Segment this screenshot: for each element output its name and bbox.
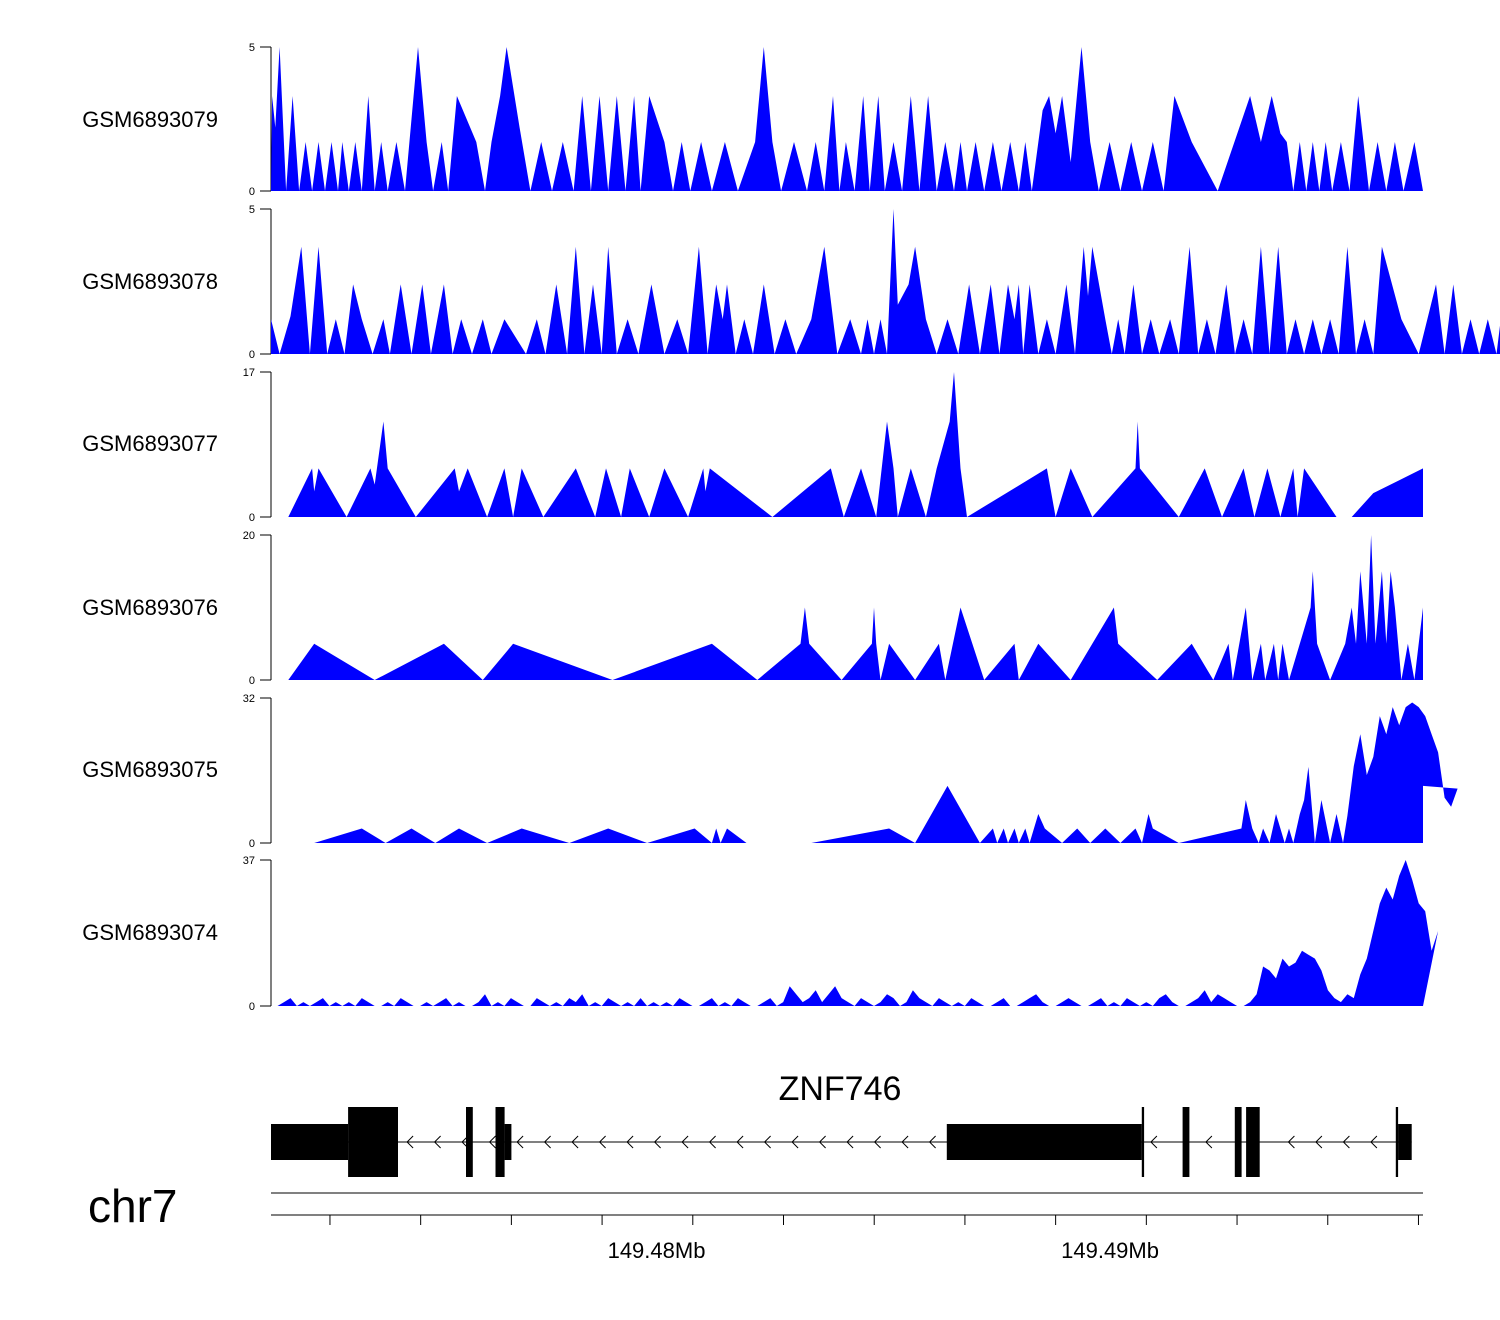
strand-arrow [708,1135,716,1149]
strand-arrow [763,1135,771,1149]
y-tick-label: 0 [249,675,255,687]
strand-arrow [516,1135,524,1149]
coverage-area [288,372,1423,517]
y-tick-label: 17 [243,367,255,379]
coverage-area [271,209,1500,354]
y-tick-label: 0 [249,186,255,198]
track-label: GSM6893077 [82,431,218,456]
track-GSM6893075: GSM6893075 32 0 [82,693,1458,850]
track-GSM6893074: GSM6893074 37 0 [82,855,1439,1013]
exon-cds [1234,1107,1242,1177]
exon-utr [504,1124,512,1160]
strand-arrow [1150,1135,1158,1149]
strand-arrow [818,1135,826,1149]
gene-model-ZNF746: ZNF746 [271,1070,1412,1177]
strand-arrow [1342,1135,1350,1149]
exon-cds [466,1107,473,1177]
track-GSM6893076: GSM6893076 20 0 [82,530,1423,687]
strand-arrow [928,1135,936,1149]
track-GSM6893079: GSM6893079 5 0 [82,42,1423,198]
strand-arrow [406,1135,414,1149]
gene-name-label: ZNF746 [779,1070,902,1108]
track-label: GSM6893075 [82,757,218,782]
track-label: GSM6893074 [82,920,218,945]
track-label: GSM6893078 [82,269,218,294]
x-tick-label: 149.48Mb [608,1238,706,1263]
exon-cds [495,1107,505,1177]
exon-utr [271,1124,349,1160]
coverage-area [288,535,1423,680]
exon-cds [1395,1107,1399,1177]
chromosome-label: chr7 [88,1180,177,1232]
exon-cds [348,1107,398,1177]
exon-cds [1141,1107,1145,1177]
x-tick-label: 149.49Mb [1061,1238,1159,1263]
exon-utr [946,1124,1142,1160]
exon-cds [1246,1107,1260,1177]
strand-arrow [736,1135,744,1149]
y-tick-label: 0 [249,349,255,361]
strand-arrow [791,1135,799,1149]
coverage-area [277,860,1439,1006]
y-tick-label: 0 [249,838,255,850]
track-label: GSM6893076 [82,595,218,620]
strand-arrow [433,1135,441,1149]
strand-arrow [901,1135,909,1149]
track-GSM6893077: GSM6893077 17 0 [82,367,1423,524]
y-tick-label: 5 [249,204,255,216]
strand-arrow [681,1135,689,1149]
coverage-area [271,47,1423,191]
y-tick-label: 32 [243,693,255,705]
track-label: GSM6893079 [82,107,218,132]
strand-arrow [488,1135,496,1149]
coverage-area [314,702,1458,843]
strand-arrow [598,1135,606,1149]
strand-arrow [543,1135,551,1149]
y-tick-label: 0 [249,1001,255,1013]
strand-arrow [626,1135,634,1149]
y-tick-label: 5 [249,42,255,54]
genome-axis: chr7 149.48Mb 149.49Mb [88,1180,1423,1263]
y-tick-label: 37 [243,855,255,867]
strand-arrow [873,1135,881,1149]
coverage-tracks: GSM689307950GSM689307850GSM6893077170GSM… [82,42,1500,1013]
y-tick-label: 0 [249,512,255,524]
strand-arrow [1287,1135,1295,1149]
exon-cds [1182,1107,1190,1177]
strand-arrow [653,1135,661,1149]
exon-utr [1398,1124,1412,1160]
track-GSM6893078: GSM6893078 5 0 [82,204,1500,361]
y-tick-label: 20 [243,530,255,542]
strand-arrow [571,1135,579,1149]
strand-arrow [846,1135,854,1149]
strand-arrow [1315,1135,1323,1149]
strand-arrow [1205,1135,1213,1149]
strand-arrow [1370,1135,1378,1149]
